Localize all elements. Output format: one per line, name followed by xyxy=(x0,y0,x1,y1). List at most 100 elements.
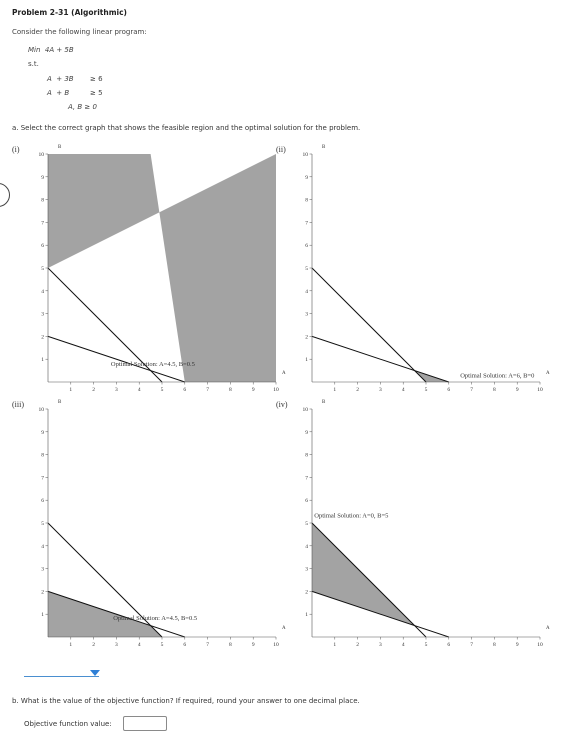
graph-iv-y-tick-label: 1 xyxy=(305,612,308,618)
graph-i-feasible-region xyxy=(48,154,276,382)
graph-i-y-tick-label: 2 xyxy=(41,334,44,340)
graph-iv-solution-label: Optimal Solution: A=0, B=5 xyxy=(314,512,388,519)
graph-i-x-axis-label: A xyxy=(282,371,286,376)
graph-i-x-tick-label: 2 xyxy=(92,387,95,393)
graph-iv-x-tick-label: 2 xyxy=(356,642,359,648)
graph-iv-y-tick-label: 8 xyxy=(305,453,308,459)
graph-iii-x-axis-label: A xyxy=(282,626,286,631)
graph-ii-x-tick-label: 9 xyxy=(516,387,519,393)
graph-iv-constraint-line-1 xyxy=(311,590,449,638)
graph-i: 1 1 2 2 3 3 4 4 5 5 6 6 7 7 8 8 9 9 10 10 (i) B A Optimal Solut… xyxy=(12,140,302,405)
graph-iv-y-axis-label: B xyxy=(322,400,326,405)
graph-i-x-tick-label: 9 xyxy=(252,387,255,393)
graph-iv-x-tick-label: 4 xyxy=(402,642,405,648)
graph-iii: 1 1 2 2 3 3 4 4 5 5 6 6 7 7 8 8 9 9 10 10 (iii) B A Optimal Sol… xyxy=(12,395,302,660)
graph-iii-x-tick-label: 7 xyxy=(206,642,209,648)
graph-ii-x-tick-label: 2 xyxy=(356,387,359,393)
graph-iii-x-tick-label: 6 xyxy=(183,642,186,648)
graph-iii-y-tick-label: 4 xyxy=(41,544,44,550)
graph-ii-x-tick-label: 4 xyxy=(402,387,405,393)
graph-ii-label: (ii) xyxy=(276,145,286,154)
graph-ii-y-tick-label: 5 xyxy=(305,266,308,272)
question-a: a. Select the correct graph that shows t… xyxy=(12,124,361,132)
graph-ii-y-tick-label: 1 xyxy=(305,357,308,363)
graph-i-x-tick-label: 8 xyxy=(229,387,232,393)
graph-iv-y-tick-label: 3 xyxy=(305,567,308,573)
graph-iii-y-tick-label: 2 xyxy=(41,589,44,595)
graph-i-x-tick-label: 5 xyxy=(161,387,164,393)
graph-iv-x-tick-label: 1 xyxy=(333,642,336,648)
graph-iii-label: (iii) xyxy=(12,400,24,409)
graph-iv-x-tick-label: 6 xyxy=(447,642,450,648)
graph-iii-y-tick-label: 6 xyxy=(41,498,44,504)
graph-i-y-tick-label: 6 xyxy=(41,243,44,249)
graph-iii-x-tick-label: 4 xyxy=(138,642,141,648)
lp-objective: Min 4A + 5B xyxy=(28,46,74,54)
graph-i-y-tick-label: 3 xyxy=(41,312,44,318)
graph-iii-y-tick-label: 9 xyxy=(41,430,44,436)
graph-i-svg: 1 1 2 2 3 3 4 4 5 5 6 6 7 7 8 8 9 9 10 10 (i) B A Optimal Solut… xyxy=(12,145,286,393)
graph-iv-y-tick-label: 6 xyxy=(305,498,308,504)
objective-value-input[interactable] xyxy=(123,716,167,731)
objective-label: Objective function value: xyxy=(24,720,112,728)
graph-i-x-tick-label: 3 xyxy=(115,387,118,393)
graph-ii-x-tick-label: 5 xyxy=(425,387,428,393)
graph-iii-x-tick-label: 8 xyxy=(229,642,232,648)
graph-i-y-tick-label: 4 xyxy=(41,289,44,295)
graph-i-y-tick-label: 5 xyxy=(41,266,44,272)
graph-ii-x-tick-label: 7 xyxy=(470,387,473,393)
graph-iv-y-tick-label: 9 xyxy=(305,430,308,436)
graph-iii-y-tick-label: 8 xyxy=(41,453,44,459)
graph-iv-x-tick-label: 3 xyxy=(379,642,382,648)
graph-iv-svg: 1 1 2 2 3 3 4 4 5 5 6 6 7 7 8 8 9 9 10 10 (iv) B A Optimal Solu… xyxy=(276,400,550,648)
graph-i-label: (i) xyxy=(12,145,20,154)
graph-iii-y-tick-label: 3 xyxy=(41,567,44,573)
graph-iii-x-tick-label: 9 xyxy=(252,642,255,648)
dropdown-arrow-icon[interactable] xyxy=(90,670,100,676)
lp-c2-lhs: A + B xyxy=(47,89,70,97)
graph-iii-y-tick-label: 1 xyxy=(41,612,44,618)
graph-i-x-tick-label: 4 xyxy=(138,387,141,393)
graph-iv: 1 1 2 2 3 3 4 4 5 5 6 6 7 7 8 8 9 9 10 10 (iv) B A Optimal Solu… xyxy=(276,395,561,660)
problem-title: Problem 2-31 (Algorithmic) xyxy=(12,8,127,17)
graph-i-solution-label: Optimal Solution: A=4.5, B=0.5 xyxy=(111,361,195,368)
graph-ii-y-tick-label: 10 xyxy=(303,152,309,158)
lp-c2-rhs: ≥ 5 xyxy=(90,89,103,97)
graph-iv-y-tick-label: 2 xyxy=(305,589,308,595)
graph-ii-y-tick-label: 2 xyxy=(305,334,308,340)
graph-iii-x-tick-label: 3 xyxy=(115,642,118,648)
graph-ii-x-tick-label: 1 xyxy=(333,387,336,393)
graph-ii-svg: 1 1 2 2 3 3 4 4 5 5 6 6 7 7 8 8 9 9 10 10 (ii) B A Optimal Solu… xyxy=(276,145,550,393)
graph-dropdown[interactable] xyxy=(24,676,99,677)
graph-iv-y-tick-label: 7 xyxy=(305,475,308,481)
graph-ii-y-tick-label: 9 xyxy=(305,175,308,181)
intro-text: Consider the following linear program: xyxy=(12,28,147,36)
graph-iii-x-tick-label: 5 xyxy=(161,642,164,648)
lp-nonneg: A, B ≥ 0 xyxy=(68,103,97,111)
graph-ii-solution-label: Optimal Solution: A=6, B=0 xyxy=(460,372,534,379)
graph-iii-constraint-line-2 xyxy=(47,522,163,638)
graph-ii-x-tick-label: 8 xyxy=(493,387,496,393)
graph-iv-y-tick-label: 10 xyxy=(303,407,309,413)
graph-i-y-tick-label: 8 xyxy=(41,198,44,204)
graph-iii-y-axis-label: B xyxy=(58,400,62,405)
graph-select-radio[interactable] xyxy=(0,183,10,207)
graph-iii-solution-label: Optimal Solution: A=4.5, B=0.5 xyxy=(113,615,197,622)
lp-c1-rhs: ≥ 6 xyxy=(90,75,103,83)
graph-iv-constraint-line-2 xyxy=(311,522,427,638)
graph-ii-constraint-line-1 xyxy=(311,335,449,383)
graph-iv-x-tick-label: 9 xyxy=(516,642,519,648)
graph-ii-x-tick-label: 10 xyxy=(537,387,543,393)
graph-ii-y-tick-label: 4 xyxy=(305,289,308,295)
graph-i-y-axis-label: B xyxy=(58,145,62,150)
graph-i-x-tick-label: 6 xyxy=(183,387,186,393)
graph-iv-x-tick-label: 7 xyxy=(470,642,473,648)
graph-iv-y-tick-label: 4 xyxy=(305,544,308,550)
graph-ii-y-axis-label: B xyxy=(322,145,326,150)
graph-ii-y-tick-label: 8 xyxy=(305,198,308,204)
graph-iii-x-tick-label: 10 xyxy=(273,642,279,648)
graph-iv-x-tick-label: 8 xyxy=(493,642,496,648)
graph-iii-x-tick-label: 2 xyxy=(92,642,95,648)
graph-i-x-tick-label: 1 xyxy=(69,387,72,393)
graph-i-constraint-line-1 xyxy=(47,335,185,383)
